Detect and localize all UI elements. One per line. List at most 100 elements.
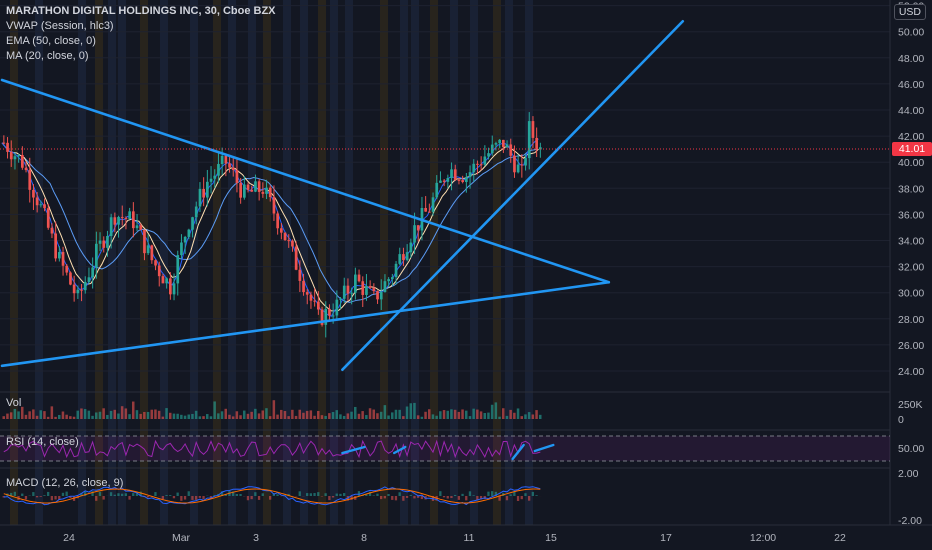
macd-histogram-bar: [494, 491, 497, 496]
time-tick-label: 11: [464, 532, 475, 544]
candle-body: [487, 153, 490, 157]
indicator-ema[interactable]: EMA (50, close, 0): [6, 35, 96, 47]
candle-body: [61, 252, 65, 266]
volume-bar: [150, 409, 153, 419]
candle-body: [32, 189, 35, 198]
candle-body: [442, 180, 446, 182]
volume-bar: [291, 409, 294, 419]
volume-bar: [24, 414, 28, 419]
volume-bar: [387, 415, 390, 419]
candle-body: [309, 294, 313, 301]
candle-body: [413, 225, 416, 243]
macd-histogram-bar: [420, 496, 423, 500]
volume-pane-label[interactable]: Vol: [6, 397, 22, 409]
candle-body: [54, 233, 57, 259]
macd-histogram-bar: [442, 496, 446, 498]
macd-histogram-bar: [402, 496, 405, 501]
volume-bar: [69, 416, 72, 419]
candle-body: [39, 204, 43, 206]
macd-histogram-bar: [376, 493, 379, 496]
volume-bar: [450, 409, 453, 419]
rsi-pane-label[interactable]: RSI (14, close): [6, 436, 79, 448]
macd-histogram-bar: [109, 492, 113, 496]
volume-bar: [490, 404, 494, 419]
candle-body: [416, 225, 420, 231]
macd-histogram-bar: [198, 496, 201, 498]
macd-histogram-bar: [132, 493, 135, 496]
macd-histogram-bar: [487, 491, 490, 496]
candle-body: [527, 121, 531, 159]
volume-bar: [431, 414, 435, 419]
macd-histogram-bar: [461, 493, 464, 496]
volume-bar: [509, 409, 512, 419]
price-tick-label: 32.00: [898, 262, 924, 274]
macd-histogram-bar: [391, 496, 394, 500]
macd-histogram-bar: [309, 493, 312, 496]
candle-body: [102, 240, 106, 248]
macd-pane-label[interactable]: MACD (12, 26, close, 9): [6, 477, 124, 489]
candle-body: [206, 181, 209, 198]
session-band: [318, 0, 326, 525]
candle-body: [446, 177, 450, 182]
indicator-ma[interactable]: MA (20, close, 0): [6, 50, 89, 62]
volume-bar: [372, 409, 375, 419]
macd-histogram-bar: [47, 491, 50, 496]
macd-histogram-bar: [224, 494, 227, 496]
volume-bar: [498, 416, 501, 419]
candle-body: [146, 245, 150, 254]
volume-bar: [346, 413, 350, 419]
macd-histogram-bar: [509, 494, 512, 496]
macd-histogram-bar: [450, 496, 453, 499]
indicator-vwap[interactable]: VWAP (Session, hlc3): [6, 20, 114, 32]
macd-histogram-bar: [328, 496, 331, 501]
candle-body: [531, 121, 535, 138]
volume-bar: [457, 411, 461, 419]
candle-body: [346, 285, 350, 294]
macd-histogram-bar: [80, 492, 83, 496]
candle-body: [479, 164, 483, 166]
volume-bar: [202, 416, 205, 419]
macd-histogram-bar: [180, 496, 183, 501]
candle-body: [87, 277, 91, 282]
macd-histogram-bar: [172, 496, 176, 499]
volume-bar: [206, 414, 209, 419]
macd-histogram-bar: [276, 494, 279, 496]
candle-body: [6, 142, 9, 152]
time-tick-label: Mar: [172, 532, 191, 544]
volume-bar: [17, 411, 20, 419]
volume-bar: [157, 410, 161, 419]
volume-bar: [120, 406, 124, 419]
volume-bar: [132, 401, 135, 419]
candle-body: [58, 252, 61, 259]
macd-histogram-bar: [531, 491, 534, 496]
main-legend: MARATHON DIGITAL HOLDINGS INC, 30, Cboe …: [6, 4, 276, 64]
price-tick-label: 48.00: [898, 53, 924, 65]
macd-histogram-bar: [476, 496, 479, 501]
candle-body: [424, 207, 427, 212]
macd-histogram-bar: [405, 496, 409, 498]
price-tick-label: 46.00: [898, 79, 924, 91]
symbol-title[interactable]: MARATHON DIGITAL HOLDINGS INC, 30, Cboe …: [6, 5, 276, 17]
macd-histogram-bar: [287, 493, 290, 496]
volume-bar: [287, 416, 290, 419]
volume-bar: [102, 408, 105, 419]
candle-body: [261, 191, 265, 194]
macd-histogram-bar: [331, 496, 335, 498]
volume-bar: [424, 411, 427, 419]
candle-body: [324, 308, 328, 325]
macd-histogram-bar: [343, 493, 346, 496]
candle-body: [128, 211, 131, 219]
macd-histogram-bar: [50, 496, 53, 501]
candle-body: [239, 182, 242, 198]
macd-histogram-bar: [505, 496, 509, 501]
candle-body: [280, 228, 283, 233]
volume-bar: [368, 408, 372, 419]
candle-body: [461, 180, 464, 183]
macd-line: [3, 486, 541, 506]
volume-bar: [513, 412, 516, 419]
volume-bar: [257, 413, 261, 419]
currency-badge[interactable]: USD: [893, 4, 926, 20]
volume-bar: [465, 410, 468, 419]
volume-bar: [161, 416, 165, 419]
